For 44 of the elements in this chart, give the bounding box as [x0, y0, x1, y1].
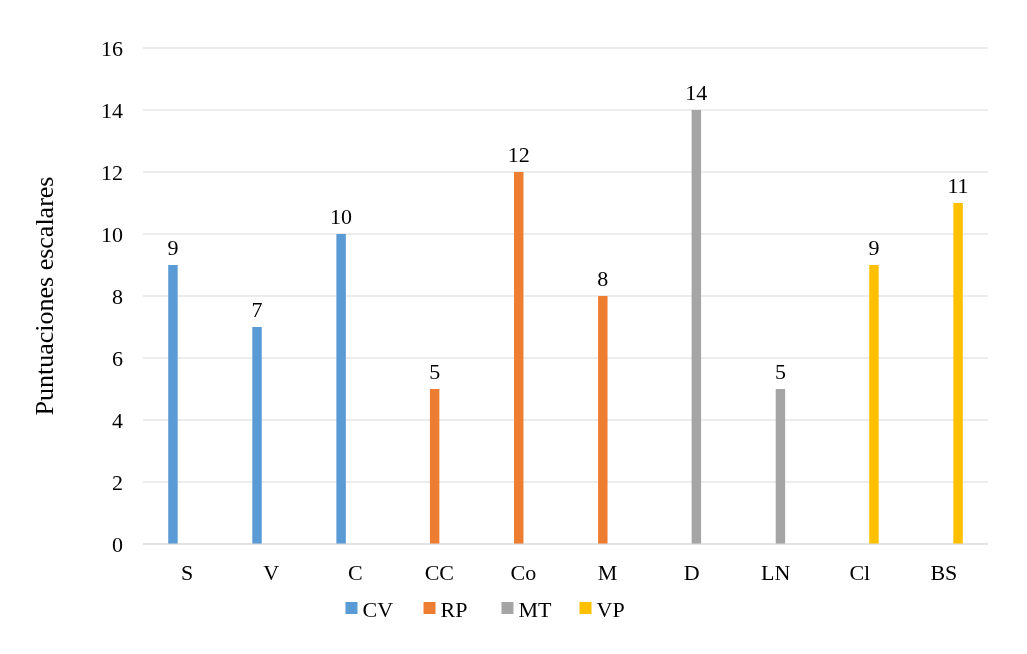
- y-tick-label: 12: [101, 159, 123, 185]
- legend-label: MT: [518, 596, 553, 622]
- data-label: 12: [507, 142, 530, 167]
- y-axis-title: Puntuaciones escalares: [30, 176, 59, 416]
- y-tick-label: 4: [112, 407, 123, 433]
- legend-label: RP: [440, 596, 468, 622]
- x-tick-label: LN: [761, 560, 791, 585]
- x-tick-label: S: [181, 560, 194, 585]
- y-tick-label: 10: [101, 221, 123, 247]
- x-tick-label: Co: [510, 560, 537, 585]
- y-tick-label: 8: [112, 283, 123, 309]
- data-label: 14: [685, 80, 708, 105]
- x-tick-label: BS: [930, 560, 958, 585]
- y-tick-label: 16: [101, 35, 123, 61]
- bar: [598, 296, 608, 544]
- data-label: 5: [429, 359, 441, 384]
- data-label: 8: [597, 266, 609, 291]
- x-tick-label: V: [263, 560, 280, 585]
- bar: [514, 172, 524, 544]
- bar: [691, 110, 702, 544]
- data-label: 5: [774, 359, 786, 384]
- x-tick-label: D: [683, 560, 700, 585]
- bar: [252, 327, 262, 544]
- data-label: 7: [251, 297, 263, 322]
- y-tick-label: 0: [112, 531, 123, 557]
- data-label: 10: [330, 204, 353, 229]
- bar: [953, 203, 963, 544]
- data-label: 9: [167, 235, 179, 260]
- x-tick-label: C: [347, 560, 363, 585]
- y-tick-label: 2: [112, 469, 123, 495]
- legend-label: VP: [596, 596, 625, 622]
- bar: [869, 265, 879, 544]
- legend-label: CV: [362, 596, 394, 622]
- bar: [429, 389, 440, 544]
- data-label: 11: [947, 173, 969, 198]
- data-label: 9: [868, 235, 880, 260]
- x-tick-label: Cl: [849, 560, 871, 585]
- bar: [775, 389, 786, 544]
- x-tick-label: M: [597, 560, 618, 585]
- x-tick-label: CC: [424, 560, 455, 585]
- bar: [168, 265, 178, 544]
- bar: [336, 234, 346, 544]
- y-tick-label: 6: [112, 345, 123, 371]
- y-tick-label: 14: [101, 97, 123, 123]
